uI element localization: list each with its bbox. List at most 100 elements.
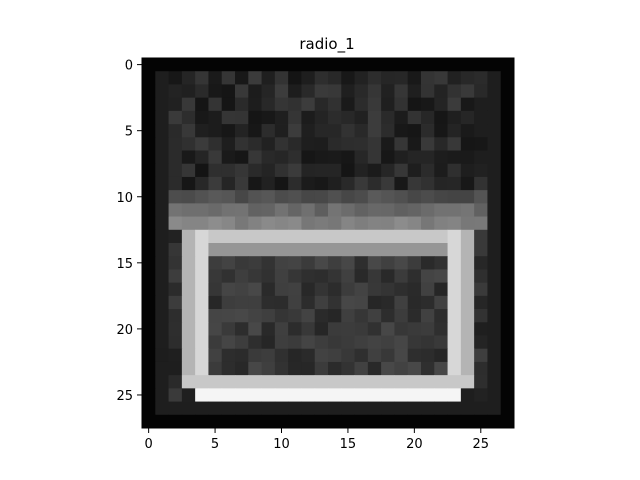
heatmap-cell <box>274 71 289 85</box>
heatmap-cell <box>221 401 236 416</box>
heatmap-cell <box>474 282 488 297</box>
heatmap-cell <box>314 243 329 257</box>
heatmap-cell <box>261 84 276 99</box>
heatmap-cell <box>208 58 223 72</box>
heatmap-cell <box>447 269 462 284</box>
heatmap-cell <box>221 414 236 429</box>
heatmap-cell <box>341 163 355 178</box>
heatmap-cell <box>367 176 382 191</box>
heatmap-cell <box>274 348 289 363</box>
heatmap-cell <box>181 401 196 416</box>
x-tick-label: 15 <box>340 437 357 452</box>
heatmap-cell <box>142 282 156 297</box>
heatmap-cell <box>500 190 515 204</box>
heatmap-cell <box>381 295 395 310</box>
heatmap-cell <box>181 256 196 270</box>
heatmap-cell <box>181 163 196 178</box>
heatmap-cell <box>314 335 329 350</box>
heatmap-cell <box>381 269 395 284</box>
heatmap-cell <box>341 58 355 72</box>
heatmap-cell <box>274 229 289 244</box>
y-tick-label: 15 <box>116 257 133 272</box>
heatmap-cell <box>314 401 329 416</box>
heatmap-cell <box>381 309 395 323</box>
heatmap-cell <box>142 137 156 151</box>
heatmap-cell <box>354 256 369 270</box>
heatmap-cell <box>301 256 316 270</box>
heatmap-cell <box>447 163 462 178</box>
heatmap-cell <box>142 414 156 429</box>
heatmap-cell <box>288 256 302 270</box>
heatmap-cell <box>434 124 448 138</box>
heatmap-cell <box>221 124 236 138</box>
heatmap-cell <box>195 163 209 178</box>
heatmap-cell <box>434 137 448 151</box>
heatmap-cell <box>155 269 169 284</box>
plot-frame <box>141 57 515 429</box>
heatmap-cell <box>447 203 462 217</box>
heatmap-cell <box>208 282 223 297</box>
heatmap-cell <box>155 216 169 231</box>
heatmap-cell <box>235 269 249 284</box>
heatmap-cell <box>421 71 435 85</box>
heatmap-cell <box>500 295 515 310</box>
heatmap-cell <box>248 58 262 72</box>
heatmap-cell <box>195 269 209 284</box>
heatmap-cell <box>221 269 236 284</box>
heatmap-cell <box>155 309 169 323</box>
heatmap-cell <box>142 322 156 336</box>
heatmap-cell <box>354 71 369 85</box>
heatmap-cell <box>474 256 488 270</box>
heatmap-cell <box>248 110 262 125</box>
heatmap-cell <box>487 58 502 72</box>
heatmap-cell <box>261 322 276 336</box>
heatmap-cell <box>195 256 209 270</box>
heatmap-cell <box>474 335 488 350</box>
x-axis: 0 5 10 15 20 25 <box>145 428 489 452</box>
heatmap-cell <box>208 124 223 138</box>
heatmap-cell <box>181 176 196 191</box>
heatmap-cell <box>367 110 382 125</box>
heatmap-cell <box>354 176 369 191</box>
heatmap-cell <box>274 282 289 297</box>
heatmap-cell <box>474 203 488 217</box>
heatmap-cell <box>314 97 329 112</box>
heatmap-cell <box>155 243 169 257</box>
heatmap-cell <box>195 401 209 416</box>
heatmap-cells <box>142 58 515 429</box>
heatmap-cell <box>341 203 355 217</box>
heatmap-cell <box>155 414 169 429</box>
heatmap-cell <box>208 388 223 402</box>
heatmap-cell <box>434 282 448 297</box>
heatmap-cell <box>261 163 276 178</box>
heatmap-cell <box>381 203 395 217</box>
heatmap-cell <box>221 388 236 402</box>
heatmap-cell <box>168 71 183 85</box>
heatmap-cell <box>447 229 462 244</box>
heatmap-cell <box>381 176 395 191</box>
heatmap-cell <box>288 58 302 72</box>
heatmap-cell <box>460 190 475 204</box>
heatmap-cell <box>195 295 209 310</box>
heatmap-cell <box>155 348 169 363</box>
heatmap-cell <box>261 414 276 429</box>
heatmap-cell <box>248 71 262 85</box>
heatmap-cell <box>394 71 409 85</box>
heatmap-cell <box>181 309 196 323</box>
heatmap-cell <box>421 110 435 125</box>
heatmap-cell <box>407 322 422 336</box>
heatmap-cell <box>421 256 435 270</box>
heatmap-cell <box>208 348 223 363</box>
heatmap-cell <box>434 84 448 99</box>
heatmap-cell <box>328 58 342 72</box>
heatmap-cell <box>142 84 156 99</box>
heatmap-cell <box>235 401 249 416</box>
heatmap-cell <box>274 84 289 99</box>
heatmap-cell <box>168 282 183 297</box>
heatmap-cell <box>314 269 329 284</box>
heatmap-cell <box>354 203 369 217</box>
heatmap-cell <box>434 335 448 350</box>
heatmap-cell <box>261 295 276 310</box>
heatmap-cell <box>314 203 329 217</box>
heatmap-cell <box>235 163 249 178</box>
